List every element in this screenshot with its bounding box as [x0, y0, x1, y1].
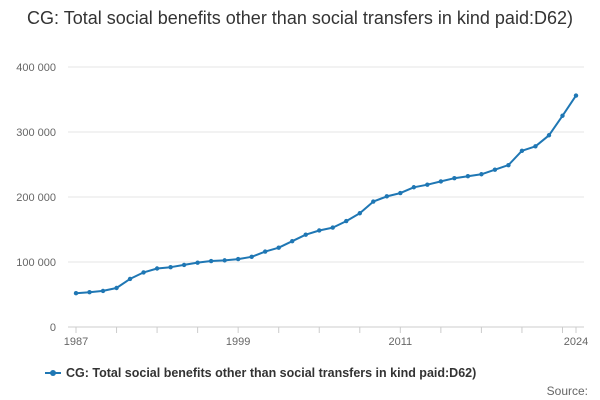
chart-title: CG: Total social benefits other than soc… [27, 8, 573, 28]
y-tick-label: 100 000 [16, 257, 56, 269]
data-point [73, 291, 79, 296]
y-tick-label: 300 000 [16, 127, 56, 139]
data-point [452, 175, 457, 181]
data-point [154, 266, 160, 271]
data-point [276, 245, 281, 250]
x-tick-label: 2024 [564, 336, 588, 348]
data-point [384, 194, 390, 199]
legend-label: CG: Total social benefits other than soc… [66, 366, 477, 380]
data-point [249, 254, 254, 259]
legend-marker-icon [45, 367, 61, 379]
data-point [100, 288, 106, 294]
data-point [222, 258, 227, 263]
data-point [195, 260, 200, 265]
data-point [127, 276, 133, 282]
data-point [479, 172, 484, 177]
data-point [290, 239, 295, 244]
data-point [533, 144, 538, 149]
data-point [371, 199, 376, 204]
data-point [398, 190, 403, 196]
data-point [546, 133, 552, 138]
data-point [425, 182, 430, 187]
data-point [303, 232, 308, 237]
data-point [168, 265, 173, 270]
data-point [141, 270, 146, 275]
y-tick-label: 0 [50, 322, 56, 334]
data-point [114, 285, 119, 291]
x-tick-label: 1987 [64, 336, 88, 348]
data-point [411, 185, 417, 190]
data-point [357, 211, 362, 216]
source-label: Source: [546, 384, 588, 398]
data-point [181, 262, 187, 268]
x-tick-label: 1999 [226, 336, 250, 348]
data-point [492, 167, 498, 172]
data-point [317, 228, 322, 233]
data-point [235, 256, 241, 262]
y-tick-label: 400 000 [16, 62, 56, 74]
data-point [344, 218, 349, 224]
y-tick-label: 200 000 [16, 192, 56, 204]
data-point [560, 113, 565, 118]
data-point [87, 290, 92, 295]
data-point [438, 179, 444, 184]
series-line [75, 95, 577, 295]
data-point [506, 162, 511, 168]
data-point [330, 225, 335, 230]
data-point [262, 249, 268, 254]
data-point [519, 148, 525, 154]
x-tick-label: 2011 [388, 336, 412, 348]
data-point [208, 258, 214, 264]
data-point [573, 93, 579, 98]
legend[interactable]: CG: Total social benefits other than soc… [45, 364, 476, 382]
data-point [465, 174, 471, 179]
